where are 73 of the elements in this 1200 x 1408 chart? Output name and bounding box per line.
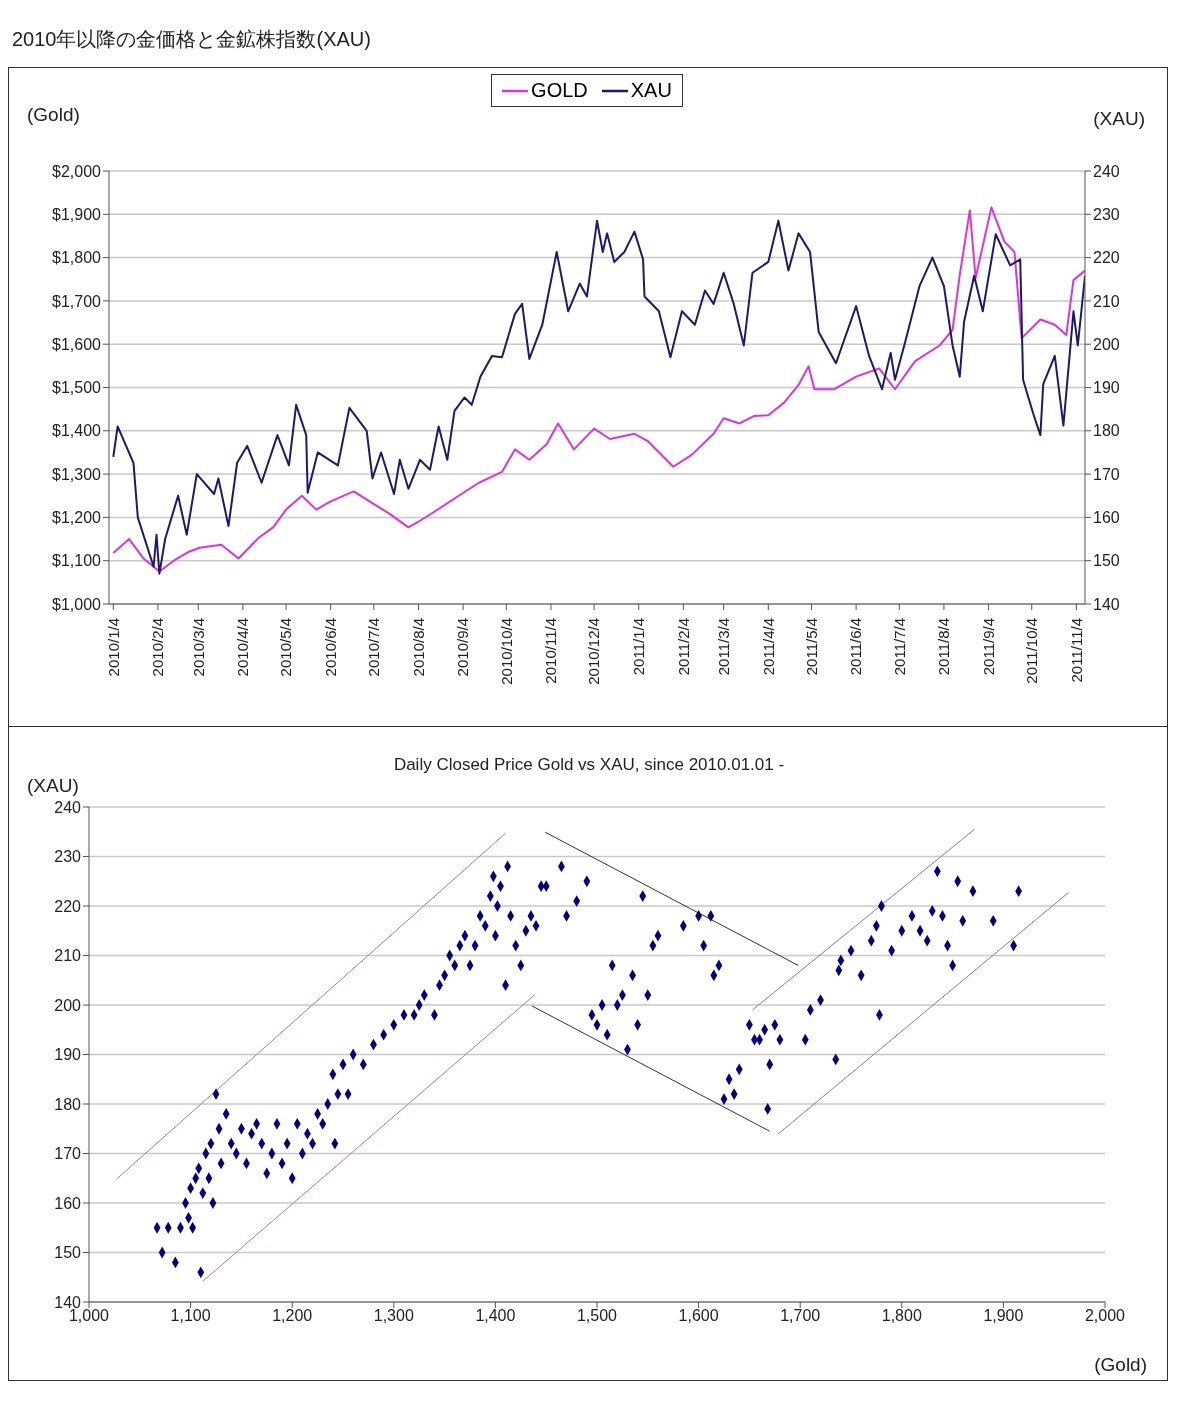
x-tick-label: 2011/10/4 bbox=[1022, 618, 1040, 684]
y2-tick-label: 150 bbox=[1093, 552, 1120, 570]
y2-tick-label: 170 bbox=[1093, 465, 1120, 483]
x-tick-label: 1,700 bbox=[780, 1306, 821, 1324]
y-tick-label: $1,200 bbox=[52, 509, 102, 527]
legend-label: XAU bbox=[630, 79, 672, 102]
y-tick-label: 180 bbox=[54, 1095, 82, 1113]
x-tick-label: 2010/8/4 bbox=[409, 618, 427, 677]
y-tick-label: $1,000 bbox=[52, 595, 102, 613]
y-tick-label: $1,800 bbox=[52, 249, 102, 267]
x-axis-title: (Gold) bbox=[1094, 1353, 1147, 1376]
y-tick-label: 220 bbox=[54, 897, 82, 915]
y-tick-label: $1,700 bbox=[52, 292, 102, 310]
y-tick-label: 170 bbox=[54, 1144, 82, 1162]
y-axis-title: (XAU) bbox=[27, 774, 79, 797]
y2-tick-label: 180 bbox=[1093, 422, 1120, 440]
y2-tick-label: 210 bbox=[1093, 292, 1120, 310]
x-tick-label: 2010/6/4 bbox=[321, 618, 339, 677]
chart-title: Daily Closed Price Gold vs XAU, since 2010.01.01 - bbox=[392, 754, 786, 775]
y-tick-label: 190 bbox=[54, 1045, 82, 1063]
x-tick-label: 2010/10/4 bbox=[497, 618, 515, 685]
x-tick-label: 2,000 bbox=[1084, 1306, 1126, 1324]
x-tick-label: 2010/9/4 bbox=[454, 618, 472, 677]
x-tick-label: 2010/11/4 bbox=[542, 618, 560, 684]
x-tick-label: 2011/8/4 bbox=[935, 618, 953, 676]
x-tick-label: 1,500 bbox=[576, 1306, 618, 1324]
x-tick-label: 1,600 bbox=[678, 1306, 719, 1324]
x-tick-label: 1,200 bbox=[272, 1306, 313, 1324]
y2-tick-label: 140 bbox=[1093, 595, 1120, 613]
x-tick-label: 2011/7/4 bbox=[890, 618, 908, 676]
y-tick-label: $1,100 bbox=[52, 552, 102, 570]
y2-tick-label: 230 bbox=[1093, 205, 1120, 223]
x-tick-label: 2011/6/4 bbox=[847, 618, 865, 676]
x-tick-label: 1,100 bbox=[170, 1306, 211, 1324]
y2-axis-title: (XAU) bbox=[1093, 108, 1145, 130]
x-tick-label: 2010/1/4 bbox=[104, 618, 122, 677]
legend-label: GOLD bbox=[531, 79, 588, 102]
y2-tick-label: 220 bbox=[1093, 249, 1120, 267]
y-tick-label: $1,300 bbox=[52, 465, 102, 483]
chart-title: 2010年以降の金価格と金鉱株指数(XAU) bbox=[11, 27, 372, 52]
x-tick-label: 1,300 bbox=[373, 1306, 414, 1324]
y-tick-label: 240 bbox=[54, 798, 82, 816]
x-tick-label: 1,400 bbox=[475, 1306, 516, 1324]
y-tick-label: $1,600 bbox=[52, 335, 102, 353]
x-tick-label: 2010/4/4 bbox=[234, 618, 252, 677]
y2-tick-label: 160 bbox=[1093, 509, 1120, 527]
x-tick-label: 2010/3/4 bbox=[189, 618, 207, 677]
y-tick-label: $2,000 bbox=[52, 162, 102, 180]
y2-tick-label: 240 bbox=[1093, 162, 1120, 180]
x-tick-label: 1,900 bbox=[983, 1306, 1024, 1324]
y-tick-label: $1,500 bbox=[52, 379, 102, 397]
y-tick-label: 160 bbox=[54, 1194, 82, 1212]
x-tick-label: 2011/4/4 bbox=[759, 618, 777, 676]
x-tick-label: 2011/2/4 bbox=[674, 618, 692, 676]
y-tick-label: 200 bbox=[54, 996, 82, 1014]
x-tick-label: 2010/2/4 bbox=[149, 618, 167, 677]
x-tick-label: 2011/5/4 bbox=[802, 618, 820, 676]
y2-tick-label: 200 bbox=[1093, 335, 1120, 353]
x-tick-label: 2011/3/4 bbox=[714, 618, 732, 676]
y-tick-label: $1,900 bbox=[52, 205, 102, 223]
y2-tick-label: 190 bbox=[1093, 379, 1120, 397]
x-tick-label: 2010/12/4 bbox=[585, 618, 603, 685]
y-tick-label: 230 bbox=[54, 847, 82, 865]
x-tick-label: 2010/7/4 bbox=[365, 618, 383, 677]
y-tick-label: $1,400 bbox=[52, 422, 102, 440]
y-tick-label: 150 bbox=[54, 1243, 82, 1261]
y-axis-title: (Gold) bbox=[27, 104, 80, 126]
x-tick-label: 2010/5/4 bbox=[277, 618, 295, 677]
x-tick-label: 2011/1/4 bbox=[630, 618, 647, 676]
x-tick-label: 2011/11/4 bbox=[1067, 618, 1085, 683]
x-tick-label: 2011/9/4 bbox=[979, 618, 997, 676]
y-tick-label: 210 bbox=[54, 946, 82, 964]
x-tick-label: 1,800 bbox=[881, 1306, 922, 1324]
